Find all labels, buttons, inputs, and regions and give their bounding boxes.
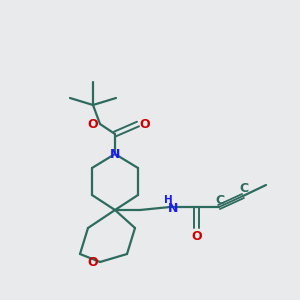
Text: O: O	[192, 230, 202, 242]
Text: O: O	[88, 118, 98, 130]
Text: O: O	[140, 118, 150, 130]
Text: O: O	[88, 256, 98, 268]
Text: C: C	[215, 194, 225, 206]
Text: N: N	[110, 148, 120, 161]
Text: H: H	[164, 195, 172, 205]
Text: N: N	[168, 202, 178, 214]
Text: C: C	[239, 182, 249, 196]
